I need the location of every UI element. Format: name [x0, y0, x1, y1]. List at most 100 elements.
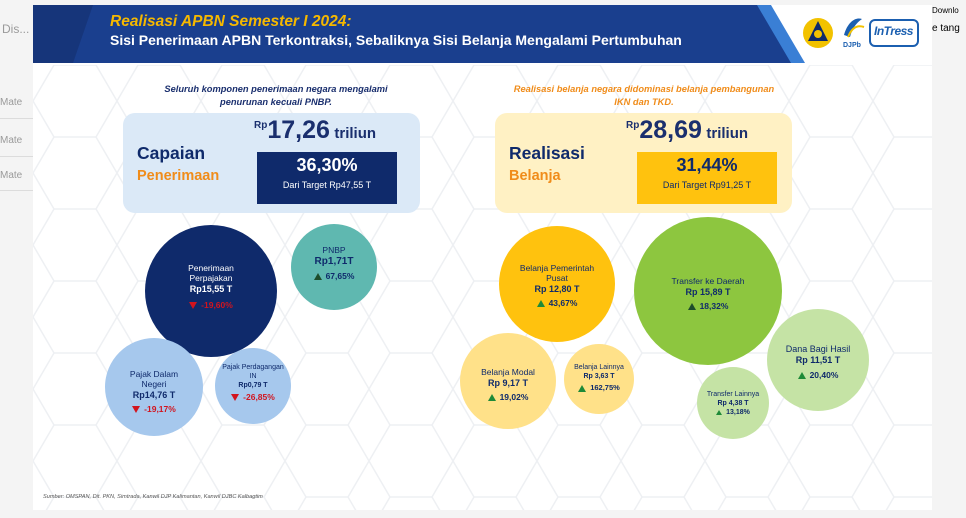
- bubble-belanja-lainnya: Belanja Lainnya Rp 3,63 T 162,75%: [564, 344, 634, 414]
- bubble-value: Rp1,71T: [314, 256, 354, 267]
- bubble-change: -19,17%: [105, 404, 203, 414]
- slide-title: Realisasi APBN Semester I 2024:: [110, 13, 352, 30]
- arrow-down-icon: [132, 406, 141, 414]
- bg-title: Dis...: [2, 22, 30, 36]
- bubble-text: Dana Bagi Hasil Rp 11,51 T 20,40%: [767, 344, 869, 380]
- arrow-down-icon: [231, 394, 240, 402]
- bg-download-text[interactable]: Downlo: [932, 6, 959, 15]
- card-label-capaian: Capaian: [137, 143, 206, 163]
- bubble-penerimaan-perpajakan: Penerimaan Perpajakan Rp15,55 T -19,60%: [145, 225, 277, 357]
- bubble-name: Pajak Dalam Negeri: [129, 369, 179, 389]
- arrow-down-icon: [189, 302, 198, 310]
- belanja-percent: 31,44%: [676, 155, 738, 175]
- bubble-value: Rp0,79 T: [238, 382, 268, 389]
- bubble-name: PNBP: [322, 245, 346, 255]
- bubble-change-value: 43,67%: [548, 298, 578, 308]
- penerimaan-note: Seluruh komponen penerimaan negara menga…: [164, 84, 388, 107]
- amount-rp: Rp: [254, 120, 268, 131]
- source-note: Sumber: OMSPAN, Dit. PKN, Simtrada, Kanw…: [43, 494, 263, 500]
- bg-row[interactable]: Mate: [0, 135, 23, 146]
- bubble-value: Rp 15,89 T: [685, 287, 731, 297]
- bubble-transfer-ke-daerah: Transfer ke Daerah Rp 15,89 T 18,32%: [634, 217, 782, 365]
- bubble-name: Belanja Pemerintah Pusat: [519, 263, 595, 283]
- bubble-change-value: 67,65%: [325, 271, 355, 281]
- bg-row[interactable]: Mate: [0, 170, 23, 181]
- bubble-pajak-dalam-negeri: Pajak Dalam Negeri Rp14,76 T -19,17%: [105, 338, 203, 436]
- bubble-belanja-pemerintah-pusat: Belanja Pemerintah Pusat Rp 12,80 T 43,6…: [499, 226, 615, 342]
- bubble-belanja-modal: Belanja Modal Rp 9,17 T 19,02%: [460, 333, 556, 429]
- belanja-percent-box: 31,44% Dari Target Rp91,25 T: [637, 152, 777, 204]
- bubble-change: 18,32%: [634, 301, 782, 311]
- amount-value: 28,69: [639, 116, 702, 144]
- belanja-target: Dari Target Rp91,25 T: [662, 180, 752, 190]
- arrow-up-icon: [578, 384, 587, 392]
- bubble-change: 19,02%: [460, 392, 556, 402]
- bubble-value: Rp14,76 T: [132, 390, 176, 400]
- bubble-text: Pajak Dalam Negeri Rp14,76 T -19,17%: [105, 369, 203, 414]
- bubble-text: PNBP Rp1,71T 67,65%: [291, 245, 377, 281]
- divider: [0, 190, 34, 191]
- slide-subtitle: Sisi Penerimaan APBN Terkontraksi, Sebal…: [110, 32, 682, 48]
- bubble-change: 20,40%: [767, 370, 869, 380]
- bubble-text: Transfer Lainnya Rp 4,38 T 13,18%: [697, 391, 769, 416]
- bubble-text: Penerimaan Perpajakan Rp15,55 T -19,60%: [145, 263, 277, 310]
- arrow-up-icon: [687, 303, 696, 311]
- amount-unit: triliun: [706, 125, 749, 142]
- card-label-penerimaan: Penerimaan: [137, 168, 220, 184]
- bg-row[interactable]: Mate: [0, 97, 23, 108]
- kemenkeu-logo-icon: [803, 18, 833, 48]
- bubble-name: Pajak Perdagangan IN: [222, 364, 284, 380]
- bubble-text: Belanja Pemerintah Pusat Rp 12,80 T 43,6…: [499, 263, 615, 308]
- djpb-logo-text: DJPb: [843, 42, 861, 49]
- card-label-belanja: Belanja: [509, 168, 561, 184]
- bubble-change-value: -19,17%: [144, 404, 176, 414]
- bubble-change: 162,75%: [564, 383, 634, 392]
- bubble-change: -19,60%: [145, 300, 277, 310]
- amount-rp: Rp: [626, 120, 640, 131]
- penerimaan-amount: Rp17,26 triliun: [254, 116, 376, 145]
- penerimaan-target: Dari Target Rp47,55 T: [282, 180, 372, 190]
- bubble-text: Belanja Modal Rp 9,17 T 19,02%: [460, 367, 556, 402]
- bubble-name: Penerimaan Perpajakan: [188, 263, 234, 283]
- bubble-value: Rp 4,38 T: [717, 400, 749, 407]
- bubble-change-value: 18,32%: [699, 301, 729, 311]
- header-band: [33, 5, 805, 63]
- bubble-value: Rp15,55 T: [189, 284, 233, 294]
- bubble-change-value: -19,60%: [201, 300, 233, 310]
- intress-logo: InTress: [869, 19, 919, 47]
- divider: [0, 156, 34, 157]
- bubble-name: Belanja Modal: [481, 367, 535, 377]
- bubble-change-value: -26,85%: [243, 392, 275, 402]
- bubble-change: 13,18%: [697, 409, 769, 416]
- card-label-realisasi: Realisasi: [509, 143, 585, 163]
- bubble-text: Transfer ke Daerah Rp 15,89 T 18,32%: [634, 276, 782, 311]
- bubble-change-value: 19,02%: [499, 392, 529, 402]
- bubble-text: Pajak Perdagangan IN Rp0,79 T -26,85%: [215, 363, 291, 402]
- djpb-logo-icon: [844, 18, 865, 38]
- bg-bottom-text: e tang: [932, 23, 960, 34]
- arrow-up-icon: [797, 372, 806, 380]
- bubble-value: Rp 12,80 T: [534, 284, 580, 294]
- divider: [0, 118, 34, 119]
- amount-value: 17,26: [267, 116, 330, 144]
- bubble-text: Belanja Lainnya Rp 3,63 T 162,75%: [564, 364, 634, 392]
- bubble-value: Rp 9,17 T: [487, 378, 528, 388]
- bubble-name: Transfer ke Daerah: [671, 276, 745, 286]
- penerimaan-percent: 36,30%: [296, 155, 358, 175]
- penerimaan-percent-box: 36,30% Dari Target Rp47,55 T: [257, 152, 397, 204]
- bubble-pnbp: PNBP Rp1,71T 67,65%: [291, 224, 377, 310]
- background-right-panel: Downlo e tang: [932, 0, 966, 518]
- bubble-value: Rp 11,51 T: [795, 355, 841, 365]
- bubble-name: Belanja Lainnya: [574, 364, 624, 371]
- bubble-name: Transfer Lainnya: [706, 391, 760, 398]
- belanja-card: Realisasi Belanja Rp28,69 triliun 31,44%…: [495, 113, 792, 213]
- arrow-up-icon: [536, 300, 545, 308]
- slide-image: Realisasi APBN Semester I 2024: Sisi Pen…: [33, 5, 932, 510]
- bubble-change: 43,67%: [499, 298, 615, 308]
- belanja-amount: Rp28,69 triliun: [626, 116, 748, 145]
- amount-unit: triliun: [334, 125, 377, 142]
- arrow-up-icon: [716, 409, 723, 415]
- bubble-dana-bagi-hasil: Dana Bagi Hasil Rp 11,51 T 20,40%: [767, 309, 869, 411]
- bubble-pajak-perdagangan: Pajak Perdagangan IN Rp0,79 T -26,85%: [215, 348, 291, 424]
- bubble-change: 67,65%: [291, 271, 377, 281]
